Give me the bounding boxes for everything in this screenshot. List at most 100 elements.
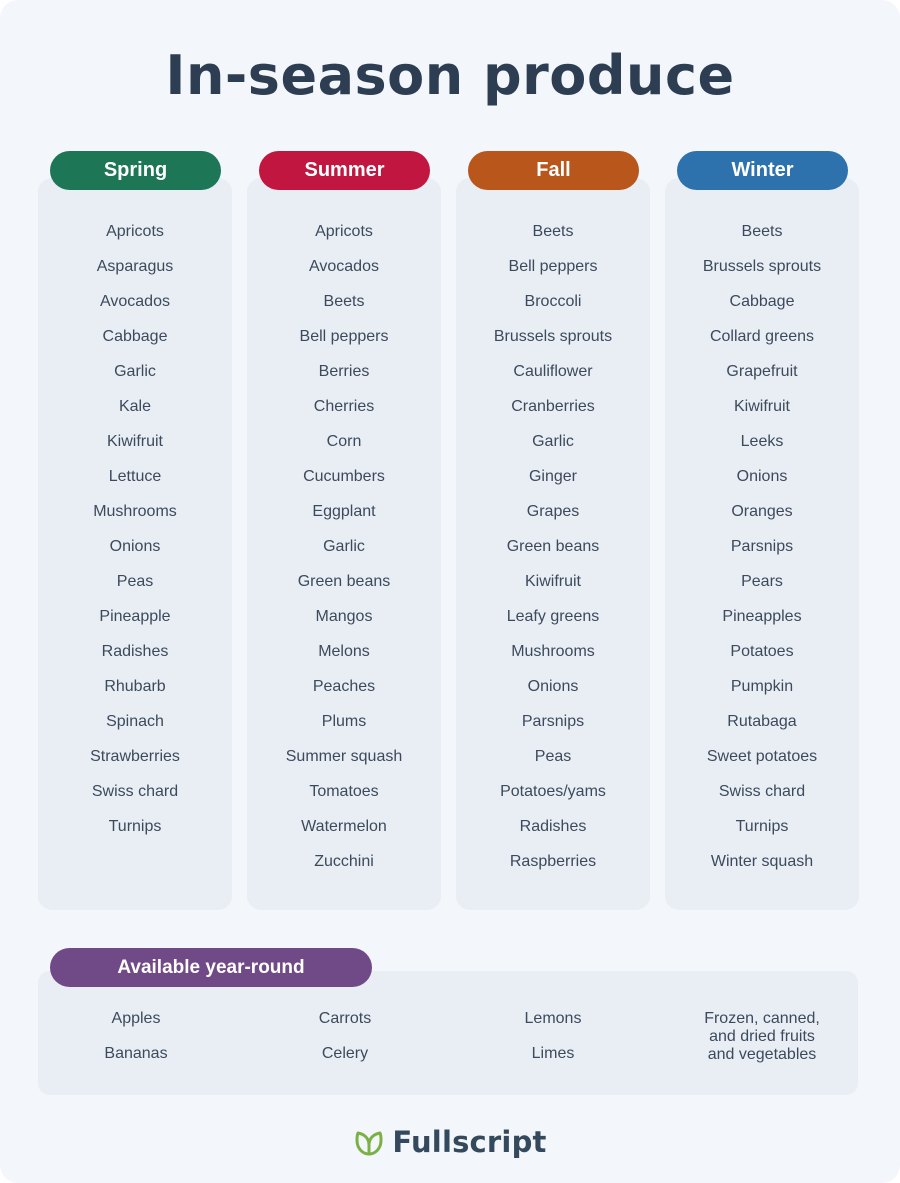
produce-item: Parsnips (730, 538, 794, 555)
season-card (456, 178, 650, 910)
produce-item: Leeks (740, 433, 784, 450)
produce-item: Pumpkin (730, 678, 794, 695)
produce-item: Cucumbers (303, 468, 385, 485)
season-label: Summer (259, 151, 430, 190)
produce-item: Summer squash (285, 748, 403, 765)
produce-item: Beets (323, 293, 365, 310)
produce-item: Oranges (731, 503, 793, 520)
produce-item: Lemons (524, 1010, 582, 1027)
year-round-note: Frozen, canned, and dried fruits and veg… (662, 1010, 862, 1064)
produce-item: Cabbage (102, 328, 168, 345)
produce-item: Peas (116, 573, 154, 590)
year-round-list: Lemons Limes (453, 1001, 653, 1071)
year-round-list: Apples Bananas (36, 1001, 236, 1071)
produce-item: Onions (527, 678, 579, 695)
produce-item: Leafy greens (506, 608, 600, 625)
produce-item: Spinach (106, 713, 164, 730)
produce-item: Bell peppers (508, 258, 598, 275)
produce-item: Beets (532, 223, 574, 240)
produce-item: Raspberries (509, 853, 597, 870)
year-round-note-line: Frozen, canned, (704, 1010, 820, 1027)
produce-list: Beets Brussels sprouts Cabbage Collard gree… (665, 214, 859, 879)
produce-item: Garlic (532, 433, 574, 450)
produce-item: Celery (321, 1045, 369, 1062)
produce-item: Cabbage (729, 293, 795, 310)
produce-item: Radishes (101, 643, 169, 660)
produce-item: Carrots (318, 1010, 372, 1027)
produce-item: Potatoes/yams (500, 783, 606, 800)
produce-item: Beets (741, 223, 783, 240)
year-round-list: Carrots Celery (245, 1001, 445, 1071)
produce-item: Mushrooms (93, 503, 177, 520)
year-round-note-line: and vegetables (707, 1046, 817, 1063)
produce-item: Avocados (309, 258, 379, 275)
produce-item: Tomatoes (309, 783, 379, 800)
produce-item: Berries (318, 363, 370, 380)
produce-item: Bananas (104, 1045, 168, 1062)
season-label: Winter (677, 151, 848, 190)
produce-item: Peas (534, 748, 572, 765)
produce-item: Kiwifruit (524, 573, 581, 590)
produce-item: Onions (736, 468, 788, 485)
produce-item: Avocados (100, 293, 170, 310)
season-label: Spring (50, 151, 221, 190)
produce-item: Watermelon (301, 818, 387, 835)
produce-item: Pineapples (722, 608, 802, 625)
produce-item: Rhubarb (104, 678, 166, 695)
season-label: Fall (468, 151, 639, 190)
year-round-note-line: and dried fruits (709, 1028, 815, 1045)
produce-item: Lettuce (108, 468, 162, 485)
produce-item: Garlic (114, 363, 156, 380)
brand-logo: Fullscript (0, 1120, 900, 1164)
produce-item: Turnips (735, 818, 789, 835)
year-round-label: Available year-round (50, 948, 372, 987)
produce-item: Plums (321, 713, 367, 730)
produce-item: Cauliflower (513, 363, 593, 380)
season-card (38, 178, 232, 910)
produce-item: Apricots (106, 223, 164, 240)
produce-item: Kiwifruit (733, 398, 790, 415)
produce-item: Rutabaga (727, 713, 797, 730)
produce-item: Mushrooms (511, 643, 595, 660)
produce-item: Limes (531, 1045, 575, 1062)
produce-item: Strawberries (90, 748, 180, 765)
produce-item: Brussels sprouts (702, 258, 822, 275)
season-card (247, 178, 441, 910)
produce-item: Apricots (315, 223, 373, 240)
produce-item: Onions (109, 538, 161, 555)
produce-item: Peaches (312, 678, 376, 695)
produce-item: Mangos (315, 608, 373, 625)
produce-item: Broccoli (524, 293, 582, 310)
brand-name: Fullscript (392, 1125, 547, 1159)
produce-item: Cranberries (511, 398, 595, 415)
produce-item: Cherries (313, 398, 375, 415)
season-card (665, 178, 859, 910)
produce-item: Sweet potatoes (706, 748, 818, 765)
produce-item: Grapefruit (726, 363, 798, 380)
produce-item: Swiss chard (718, 783, 806, 800)
produce-item: Eggplant (312, 503, 376, 520)
produce-item: Zucchini (314, 853, 374, 870)
produce-item: Potatoes (730, 643, 794, 660)
produce-item: Corn (326, 433, 362, 450)
produce-item: Parsnips (521, 713, 585, 730)
produce-item: Pears (741, 573, 783, 590)
produce-item: Radishes (519, 818, 587, 835)
produce-item: Green beans (297, 573, 391, 590)
produce-list: Apricots Avocados Beets Bell peppers Berries… (247, 214, 441, 879)
produce-item: Winter squash (710, 853, 814, 870)
leaf-logo-icon (355, 1131, 383, 1156)
year-round-card (38, 971, 858, 1095)
produce-item: Kiwifruit (106, 433, 163, 450)
produce-item: Kale (118, 398, 152, 415)
produce-item: Ginger (528, 468, 578, 485)
produce-item: Brussels sprouts (493, 328, 613, 345)
produce-item: Grapes (526, 503, 580, 520)
produce-item: Collard greens (709, 328, 815, 345)
produce-item: Swiss chard (91, 783, 179, 800)
page-title: In-season produce (165, 44, 735, 107)
produce-list: Beets Bell peppers Broccoli Brussels sprout… (456, 214, 650, 879)
produce-item: Pineapple (99, 608, 171, 625)
produce-item: Green beans (506, 538, 600, 555)
